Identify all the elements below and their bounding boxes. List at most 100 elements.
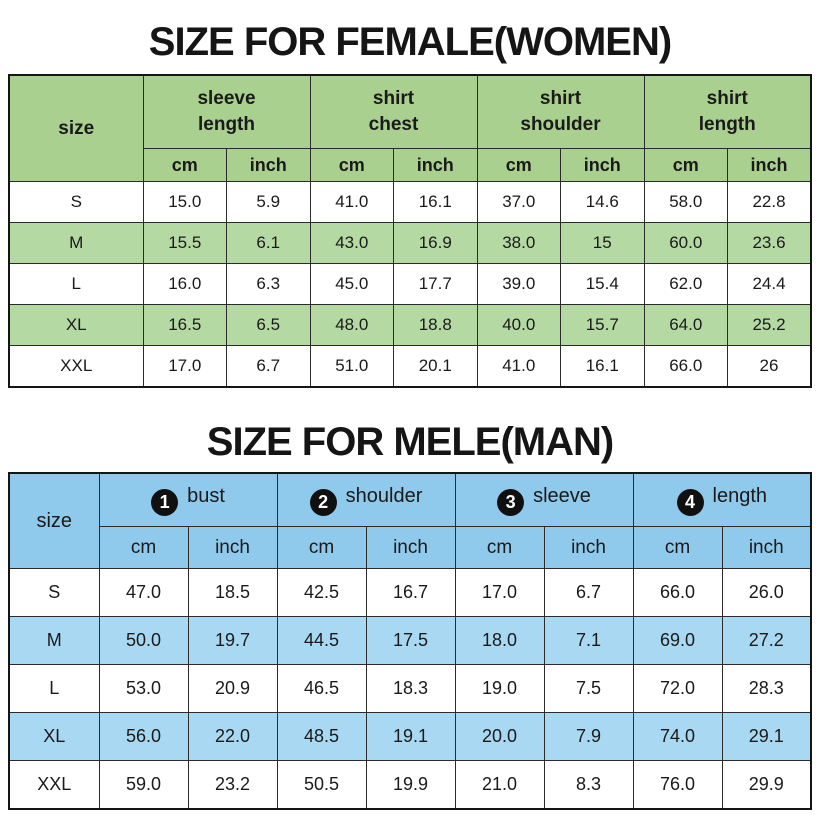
value-cell: 17.0	[142, 345, 227, 388]
group-header-line2: chest	[368, 114, 419, 135]
value-cell: 15.7	[560, 304, 645, 346]
value-cell: 19.1	[365, 712, 456, 761]
numbered-circle-icon: 2	[309, 488, 337, 516]
value-cell: 56.0	[98, 712, 189, 761]
value-cell: 29.1	[721, 712, 812, 761]
value-cell: 16.0	[142, 263, 227, 305]
female-table-row: M 15.5 6.1 43.0 16.9 38.0 15 60.0 23.6	[8, 222, 812, 264]
value-cell: 5.9	[226, 181, 311, 223]
male-table-row: XXL 59.0 23.2 50.5 19.9 21.0 8.3 76.0 29.9	[8, 760, 812, 810]
value-cell: 16.5	[142, 304, 227, 346]
value-cell: 27.2	[721, 616, 812, 665]
value-cell: 18.3	[365, 664, 456, 713]
unit-header-cm: cm	[643, 148, 728, 182]
size-column-header: size	[8, 74, 144, 182]
unit-header-inch: inch	[727, 148, 812, 182]
unit-header-inch: inch	[543, 526, 634, 569]
group-header-line1: shirt	[539, 88, 582, 110]
value-cell: 66.0	[632, 568, 723, 617]
size-column-header: size	[8, 472, 100, 569]
value-cell: 6.7	[226, 345, 311, 388]
value-cell: 17.5	[365, 616, 456, 665]
value-cell: 58.0	[643, 181, 728, 223]
unit-header-inch: inch	[393, 148, 478, 182]
group-header-line1: sleeve	[197, 88, 256, 110]
value-cell: 16.9	[393, 222, 478, 264]
value-cell: 7.9	[543, 712, 634, 761]
size-cell: L	[8, 263, 144, 305]
value-cell: 47.0	[98, 568, 189, 617]
value-cell: 6.3	[226, 263, 311, 305]
value-cell: 26	[727, 345, 812, 388]
group-header-label: bust	[187, 484, 225, 507]
value-cell: 38.0	[476, 222, 561, 264]
unit-header-cm: cm	[276, 526, 367, 569]
unit-header-cm: cm	[142, 148, 227, 182]
value-cell: 16.1	[560, 345, 645, 388]
numbered-circle-icon: 4	[676, 488, 704, 516]
value-cell: 60.0	[643, 222, 728, 264]
group-header-label: shirt length	[699, 86, 756, 137]
value-cell: 28.3	[721, 664, 812, 713]
value-cell: 46.5	[276, 664, 367, 713]
value-cell: 20.1	[393, 345, 478, 388]
size-cell: XL	[8, 712, 100, 761]
value-cell: 24.4	[727, 263, 812, 305]
value-cell: 18.5	[187, 568, 278, 617]
female-table-row: S 15.0 5.9 41.0 16.1 37.0 14.6 58.0 22.8	[8, 181, 812, 223]
value-cell: 41.0	[476, 345, 561, 388]
unit-header-cm: cm	[476, 148, 561, 182]
value-cell: 16.7	[365, 568, 456, 617]
value-cell: 19.9	[365, 760, 456, 810]
size-cell: M	[8, 616, 100, 665]
value-cell: 25.2	[727, 304, 812, 346]
unit-header-inch: inch	[560, 148, 645, 182]
female-group-header: shirt shoulder	[476, 74, 645, 149]
unit-header-cm: cm	[98, 526, 189, 569]
numbered-circle-icon: 3	[497, 488, 525, 516]
value-cell: 19.7	[187, 616, 278, 665]
value-cell: 17.7	[393, 263, 478, 305]
group-header-label: shoulder	[345, 484, 423, 507]
male-table-row: M 50.0 19.7 44.5 17.5 18.0 7.1 69.0 27.2	[8, 616, 812, 665]
unit-header-inch: inch	[365, 526, 456, 569]
male-size-table: size 1 bust 2 shoulder 3 sleeve 4 length cm inch cm…	[8, 472, 812, 810]
value-cell: 59.0	[98, 760, 189, 810]
value-cell: 48.5	[276, 712, 367, 761]
value-cell: 43.0	[309, 222, 394, 264]
value-cell: 23.2	[187, 760, 278, 810]
value-cell: 45.0	[309, 263, 394, 305]
male-group-header: 3 sleeve	[454, 472, 634, 527]
value-cell: 40.0	[476, 304, 561, 346]
value-cell: 14.6	[560, 181, 645, 223]
size-cell: L	[8, 664, 100, 713]
value-cell: 64.0	[643, 304, 728, 346]
female-group-header: shirt length	[643, 74, 812, 149]
value-cell: 22.0	[187, 712, 278, 761]
value-cell: 15	[560, 222, 645, 264]
size-cell: XXL	[8, 760, 100, 810]
unit-header-inch: inch	[226, 148, 311, 182]
value-cell: 20.0	[454, 712, 545, 761]
group-header-label: shirt shoulder	[520, 86, 600, 137]
size-cell: M	[8, 222, 144, 264]
female-table-row: L 16.0 6.3 45.0 17.7 39.0 15.4 62.0 24.4	[8, 263, 812, 305]
value-cell: 42.5	[276, 568, 367, 617]
male-group-header: 2 shoulder	[276, 472, 456, 527]
value-cell: 41.0	[309, 181, 394, 223]
male-group-header: 1 bust	[98, 472, 278, 527]
male-table-row: S 47.0 18.5 42.5 16.7 17.0 6.7 66.0 26.0	[8, 568, 812, 617]
unit-header-inch: inch	[721, 526, 812, 569]
unit-header-inch: inch	[187, 526, 278, 569]
value-cell: 74.0	[632, 712, 723, 761]
female-group-header: shirt chest	[309, 74, 478, 149]
male-size-chart-title: SIZE FOR MELE(MAN)	[206, 420, 614, 464]
value-cell: 37.0	[476, 181, 561, 223]
value-cell: 50.5	[276, 760, 367, 810]
female-size-chart-title: SIZE FOR FEMALE(WOMEN)	[148, 20, 672, 64]
value-cell: 62.0	[643, 263, 728, 305]
group-header-line2: length	[198, 114, 255, 135]
female-table-row: XXL 17.0 6.7 51.0 20.1 41.0 16.1 66.0 26	[8, 345, 812, 388]
unit-header-cm: cm	[632, 526, 723, 569]
